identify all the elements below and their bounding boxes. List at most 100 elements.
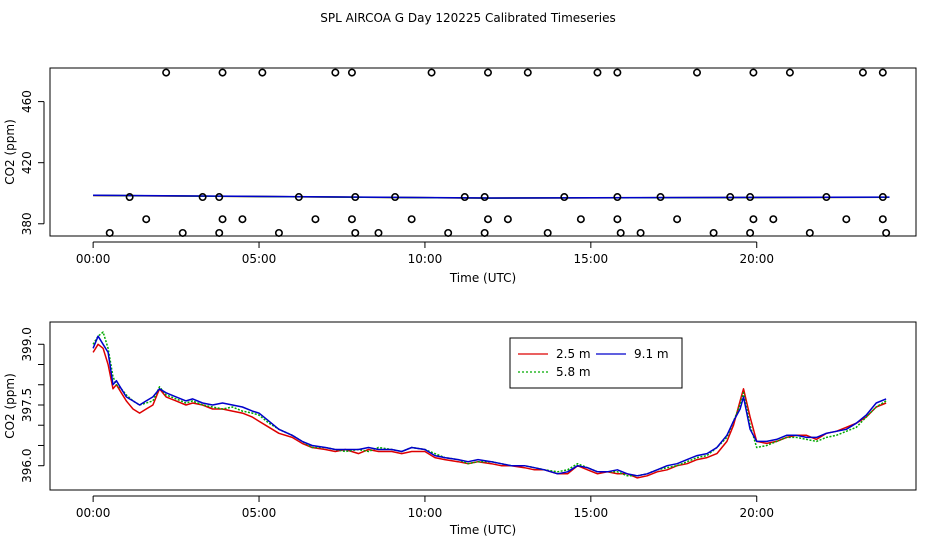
calibration-point	[616, 228, 625, 237]
panel-top: 00:00 05:00 10:00 15:00 20:00 380 420 460 Time…	[3, 67, 917, 285]
x-axis-label-top: Time (UTC)	[449, 271, 516, 285]
plot-frame-top	[49, 67, 917, 237]
calibration-point	[351, 193, 360, 202]
calibration-point	[347, 68, 356, 77]
calibration-point	[878, 68, 887, 77]
x-tick-label-top: 20:00	[739, 252, 774, 266]
calibration-point	[693, 68, 702, 77]
legend-label-5-8m: 5.8 m	[556, 365, 591, 379]
calibration-point	[311, 215, 320, 224]
calibration-point	[613, 68, 622, 77]
x-axis-top: 00:00 05:00 10:00 15:00 20:00	[76, 241, 774, 266]
x-axis-bottom: 00:00 05:00 10:00 15:00 20:00	[76, 495, 774, 520]
calibration-point	[842, 215, 851, 224]
calibration-point	[142, 215, 151, 224]
calibration-point	[218, 68, 227, 77]
y-axis-label-bottom: CO2 (ppm)	[3, 373, 17, 439]
calibration-point	[444, 228, 453, 237]
y-tick-label-top: 460	[20, 90, 34, 113]
calibration-point	[407, 215, 416, 224]
calibration-point	[560, 193, 569, 202]
calibration-point	[785, 68, 794, 77]
calibration-point	[523, 68, 532, 77]
calibration-point	[331, 68, 340, 77]
x-tick-label-bottom: 10:00	[408, 506, 443, 520]
calibration-point	[274, 228, 283, 237]
series-line-top-9-1-m	[93, 194, 890, 199]
calibration-point	[391, 193, 400, 202]
calibration-point	[749, 68, 758, 77]
calibration-point	[576, 215, 585, 224]
calibration-point	[543, 228, 552, 237]
legend-label-9-1m: 9.1 m	[634, 347, 669, 361]
calibration-point	[218, 215, 227, 224]
calibration-point	[178, 228, 187, 237]
legend: 2.5 m 9.1 m 5.8 m	[509, 337, 683, 389]
legend-box	[509, 337, 683, 389]
y-tick-label-top: 380	[20, 212, 34, 235]
calibration-point	[483, 215, 492, 224]
calibration-point	[805, 228, 814, 237]
y-tick-label-bottom: 397.5	[20, 388, 34, 422]
calibration-point	[746, 193, 755, 202]
y-tick-label-bottom: 396.0	[20, 449, 34, 483]
calibration-point	[258, 68, 267, 77]
calibration-point	[162, 68, 171, 77]
calibration-point	[882, 228, 891, 237]
calibration-point	[198, 193, 207, 202]
y-axis-top: 380 420 460	[20, 90, 45, 235]
calibration-point	[878, 193, 887, 202]
calibration-point	[673, 215, 682, 224]
calibration-point	[105, 228, 114, 237]
series-line-bottom-9-1-m	[92, 335, 887, 477]
calibration-point	[709, 228, 718, 237]
x-tick-label-top: 00:00	[76, 252, 111, 266]
x-tick-label-top: 15:00	[574, 252, 609, 266]
calibration-point	[374, 228, 383, 237]
calibration-point	[480, 228, 489, 237]
y-tick-label-bottom: 399.0	[20, 327, 34, 361]
calibration-point	[822, 193, 831, 202]
calibration-point	[125, 193, 134, 202]
calibration-point	[351, 228, 360, 237]
x-tick-label-bottom: 20:00	[739, 506, 774, 520]
calibration-point	[613, 215, 622, 224]
x-tick-label-bottom: 05:00	[242, 506, 277, 520]
x-axis-label-bottom: Time (UTC)	[449, 523, 516, 537]
calibration-point	[347, 215, 356, 224]
chart-title: SPL AIRCOA G Day 120225 Calibrated Times…	[320, 11, 615, 25]
calibration-point	[460, 193, 469, 202]
calibration-point	[613, 193, 622, 202]
y-tick-label-top: 420	[20, 151, 34, 174]
calibration-point	[483, 68, 492, 77]
calibration-point	[294, 193, 303, 202]
x-tick-label-top: 10:00	[408, 252, 443, 266]
calibration-point	[656, 193, 665, 202]
calibration-point	[746, 228, 755, 237]
series-group-top	[93, 194, 890, 199]
x-tick-label-top: 05:00	[242, 252, 277, 266]
calibration-point	[749, 215, 758, 224]
calibration-point	[480, 193, 489, 202]
calibration-point	[215, 228, 224, 237]
series-line-bottom-5-8-m	[92, 331, 887, 477]
panel-bottom: 00:00 05:00 10:00 15:00 20:00 396.0 397.5 399.…	[3, 321, 917, 537]
calibration-point	[427, 68, 436, 77]
calibration-point	[215, 193, 224, 202]
calibration-point	[878, 215, 887, 224]
calibration-point	[769, 215, 778, 224]
calibration-point	[503, 215, 512, 224]
plot-frame-bottom	[49, 321, 917, 491]
calibration-point	[238, 215, 247, 224]
legend-label-2-5m: 2.5 m	[556, 347, 591, 361]
y-axis-bottom: 396.0 397.5 399.0	[20, 327, 45, 483]
series-line-bottom-2-5-m	[92, 343, 887, 479]
series-group-bottom	[92, 331, 887, 479]
y-axis-label-top: CO2 (ppm)	[3, 119, 17, 185]
calibration-point	[726, 193, 735, 202]
calibration-point	[636, 228, 645, 237]
x-tick-label-bottom: 00:00	[76, 506, 111, 520]
x-tick-label-bottom: 15:00	[574, 506, 609, 520]
calibration-points	[105, 68, 891, 237]
